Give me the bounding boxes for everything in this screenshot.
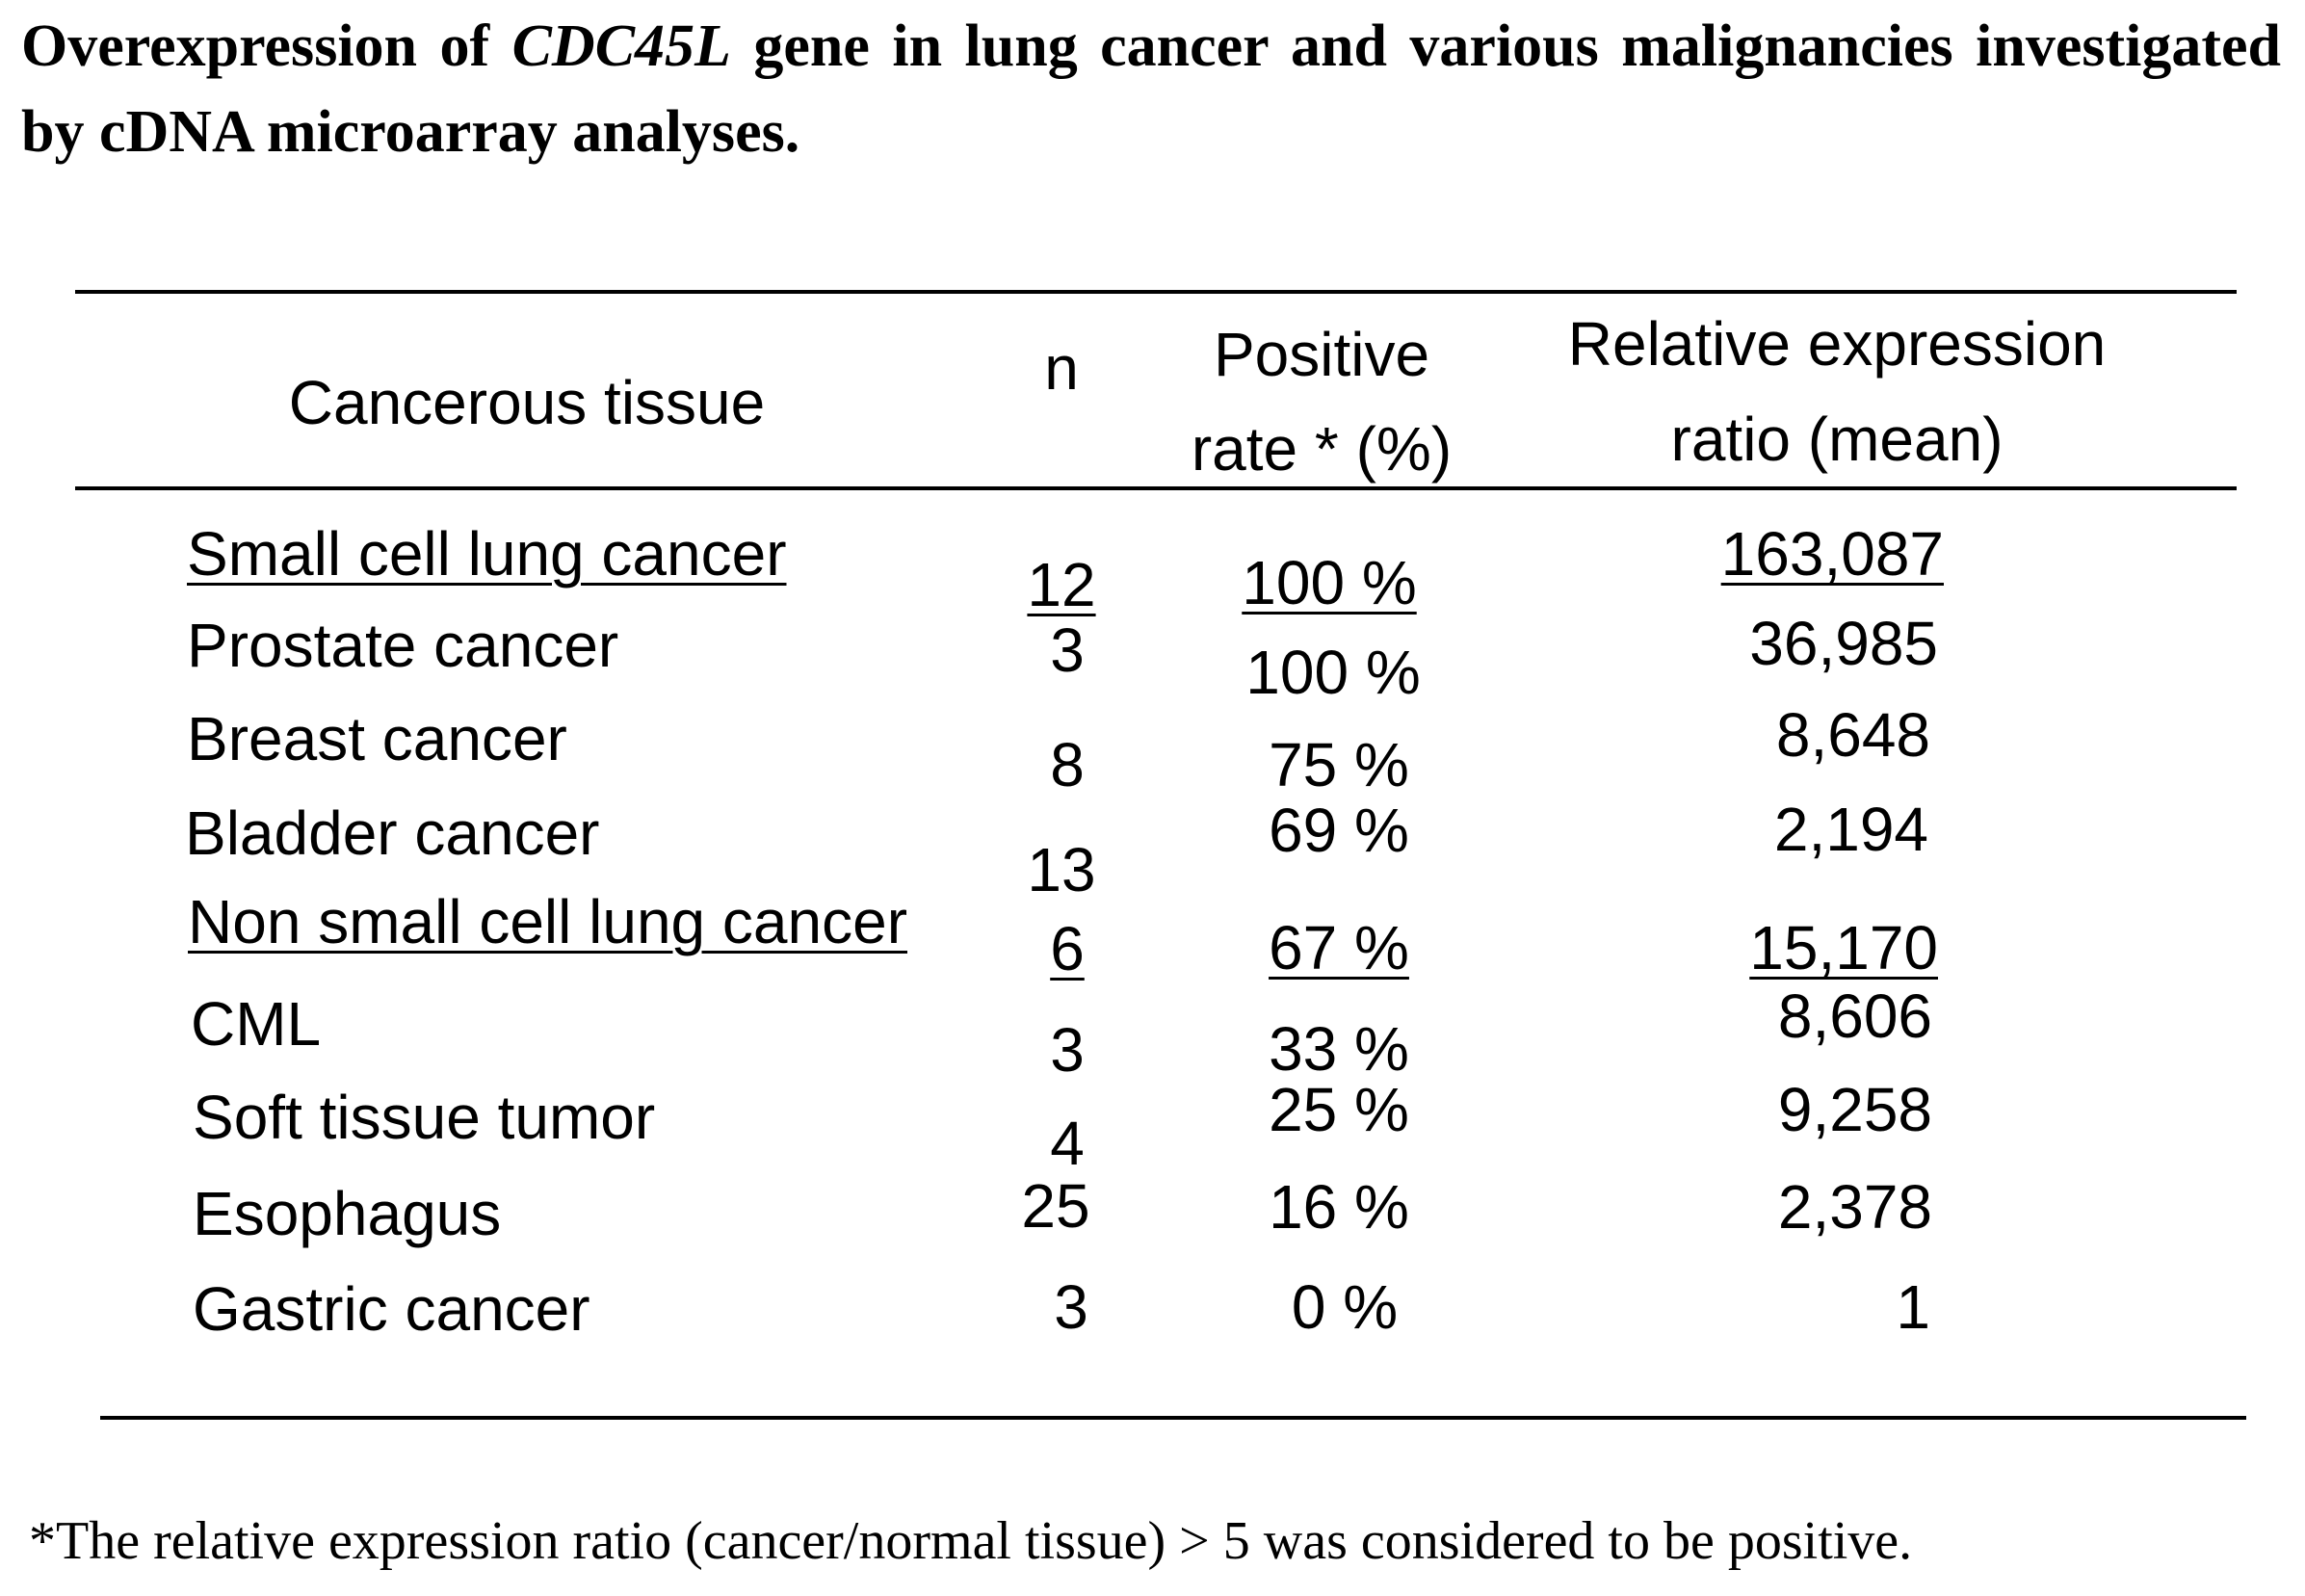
header-positive-rate-line2: rate * (%) [1192,418,1452,480]
n-cell: 3 [1050,619,1085,681]
header-n: n [1044,337,1079,399]
table-bottom-rule [100,1416,2246,1420]
footnote: *The relative expression ratio (cancer/n… [29,1514,1912,1568]
rate-cell: 100 % [1245,641,1420,703]
rate-cell: 100 % [1242,552,1416,614]
tissue-cell: Soft tissue tumor [193,1086,655,1148]
rate-cell: 67 % [1269,917,1409,979]
header-cancerous-tissue: Cancerous tissue [289,372,765,433]
tissue-cell: Gastric cancer [193,1278,590,1340]
page-title: Overexpression of CDC45L gene in lung ca… [21,4,2281,175]
ratio-cell: 15,170 [1749,917,1938,979]
tissue-cell: CML [191,993,321,1055]
table-header-rule [75,486,2237,490]
rate-cell: 75 % [1269,734,1409,796]
ratio-cell: 8,648 [1776,704,1930,766]
n-cell: 3 [1054,1276,1088,1338]
tissue-cell: Esophagus [193,1183,501,1244]
header-positive-rate-line1: Positive [1214,324,1429,385]
ratio-cell: 9,258 [1778,1079,1932,1140]
n-cell: 4 [1050,1112,1085,1174]
tissue-cell: Non small cell lung cancer [188,891,907,953]
ratio-cell: 1 [1896,1276,1930,1338]
header-ratio-line1: Relative expression [1568,313,2107,375]
tissue-cell: Small cell lung cancer [187,523,787,585]
gene-name: CDC45L [512,13,731,79]
n-cell: 8 [1050,734,1085,796]
ratio-cell: 8,606 [1778,985,1932,1047]
tissue-cell: Bladder cancer [185,802,599,864]
rate-cell: 69 % [1269,799,1409,861]
n-cell: 25 [1021,1175,1089,1237]
header-ratio-line2: ratio (mean) [1671,408,2004,470]
n-cell: 6 [1050,918,1085,980]
rate-cell: 25 % [1269,1079,1409,1140]
n-cell: 12 [1027,554,1095,615]
rate-cell: 16 % [1269,1176,1409,1238]
tissue-cell: Prostate cancer [187,615,618,676]
ratio-cell: 2,378 [1778,1176,1932,1238]
n-cell: 3 [1050,1019,1085,1081]
ratio-cell: 163,087 [1721,523,1944,585]
n-cell: 13 [1027,839,1095,901]
rate-cell: 33 % [1269,1018,1409,1080]
tissue-cell: Breast cancer [187,708,567,770]
ratio-cell: 36,985 [1749,613,1938,674]
rate-cell: 0 % [1292,1276,1398,1338]
table-top-rule [75,290,2237,294]
ratio-cell: 2,194 [1774,798,1928,860]
title-part-1: Overexpression of [21,13,512,79]
